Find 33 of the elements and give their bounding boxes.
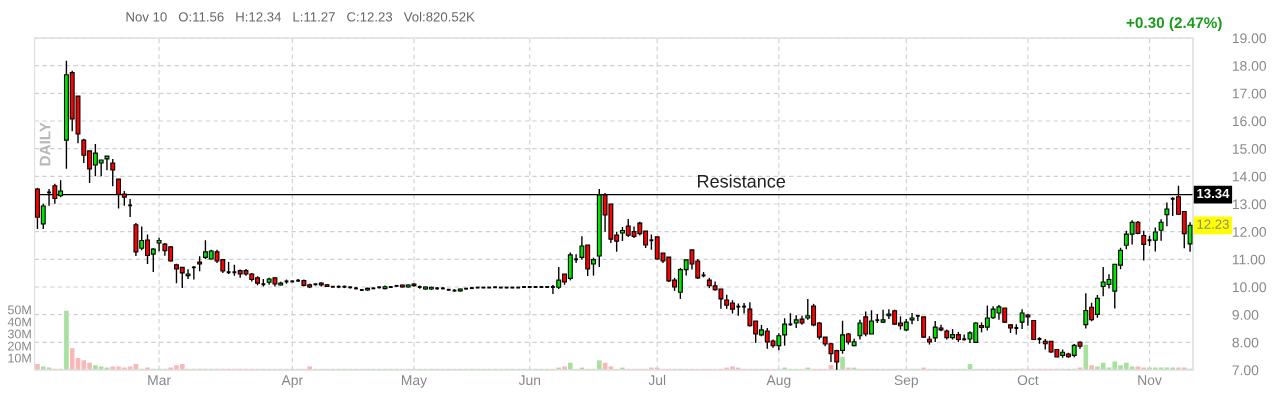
x-tick-label: May bbox=[401, 375, 428, 388]
x-tick-label: Jul bbox=[648, 374, 666, 386]
annotation: 12.23 bbox=[1197, 219, 1229, 229]
x-tick-label: Nov bbox=[1138, 375, 1162, 386]
y-tick-label: 13.00 bbox=[1232, 199, 1267, 210]
y-tick-label: 8.00 bbox=[1232, 337, 1259, 348]
y-tick-label: 19.00 bbox=[1232, 33, 1267, 44]
x-tick-label: Jun bbox=[518, 375, 541, 386]
y-tick-label: 14.00 bbox=[1232, 171, 1267, 182]
x-tick-label: Aug bbox=[766, 375, 791, 388]
y-tick-label: 10.00 bbox=[1232, 282, 1267, 293]
x-tick-label: Sep bbox=[894, 375, 919, 388]
y-tick-label: 18.00 bbox=[1232, 61, 1267, 71]
y-tick-label: 9.00 bbox=[1232, 310, 1259, 320]
y2-tick-label: 20M bbox=[8, 341, 31, 351]
y-tick-label: 16.00 bbox=[1232, 116, 1267, 127]
y2-tick-label: 30M bbox=[7, 329, 31, 339]
y2-tick-label: 50M bbox=[7, 305, 31, 315]
annotation: 13.34 bbox=[1197, 188, 1230, 199]
y-tick-label: 7.00 bbox=[1232, 365, 1259, 376]
y-tick-label: 11.00 bbox=[1232, 254, 1266, 265]
annotation: DAILY bbox=[39, 122, 51, 166]
y2-tick-label: 40M bbox=[7, 317, 31, 327]
x-tick-label: Oct bbox=[1017, 375, 1039, 386]
x-tick-label: Mar bbox=[148, 375, 171, 386]
y-tick-label: 12.00 bbox=[1232, 227, 1267, 237]
y2-tick-label: 10M bbox=[8, 353, 31, 363]
chart-title: Nov 10 O:11.56 H:12.34 L:11.27 C:12.23 Vol:820.52K bbox=[126, 11, 475, 22]
y-tick-label: 17.00 bbox=[1232, 88, 1267, 99]
ref-line-label: Resistance bbox=[698, 174, 786, 188]
y-tick-label: 15.00 bbox=[1232, 144, 1267, 154]
x-tick-label: Apr bbox=[281, 375, 303, 388]
chart-subtitle: +0.30 (2.47%) bbox=[1126, 16, 1222, 32]
